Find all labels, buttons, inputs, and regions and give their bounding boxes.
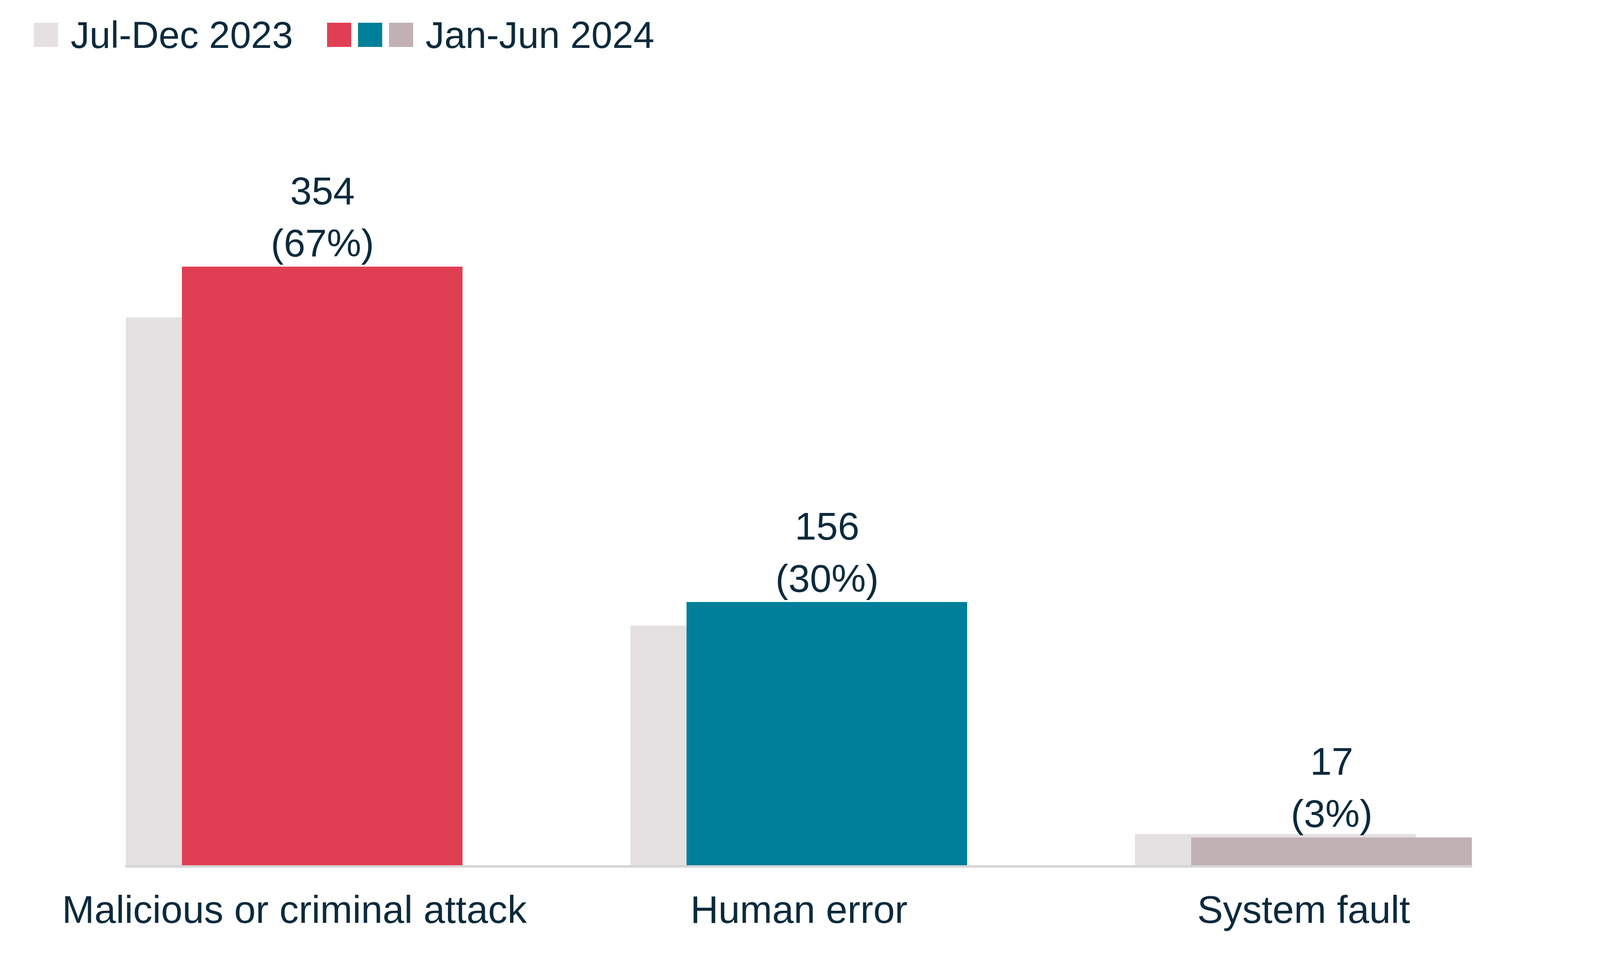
svg-text:System fault: System fault — [1196, 887, 1410, 931]
svg-text:Malicious or criminal attack: Malicious or criminal attack — [61, 887, 527, 931]
svg-text:156(30%): 156(30%) — [775, 504, 879, 600]
html-text:Jan-Jun 2024: Jan-Jun 2024 — [425, 13, 655, 56]
html-text:Jul-Dec 2023: Jul-Dec 2023 — [70, 13, 294, 56]
svg-text:17(3%): 17(3%) — [1290, 739, 1373, 836]
svg-text:354(67%): 354(67%) — [270, 169, 374, 265]
svg-text:Human error: Human error — [690, 887, 908, 931]
